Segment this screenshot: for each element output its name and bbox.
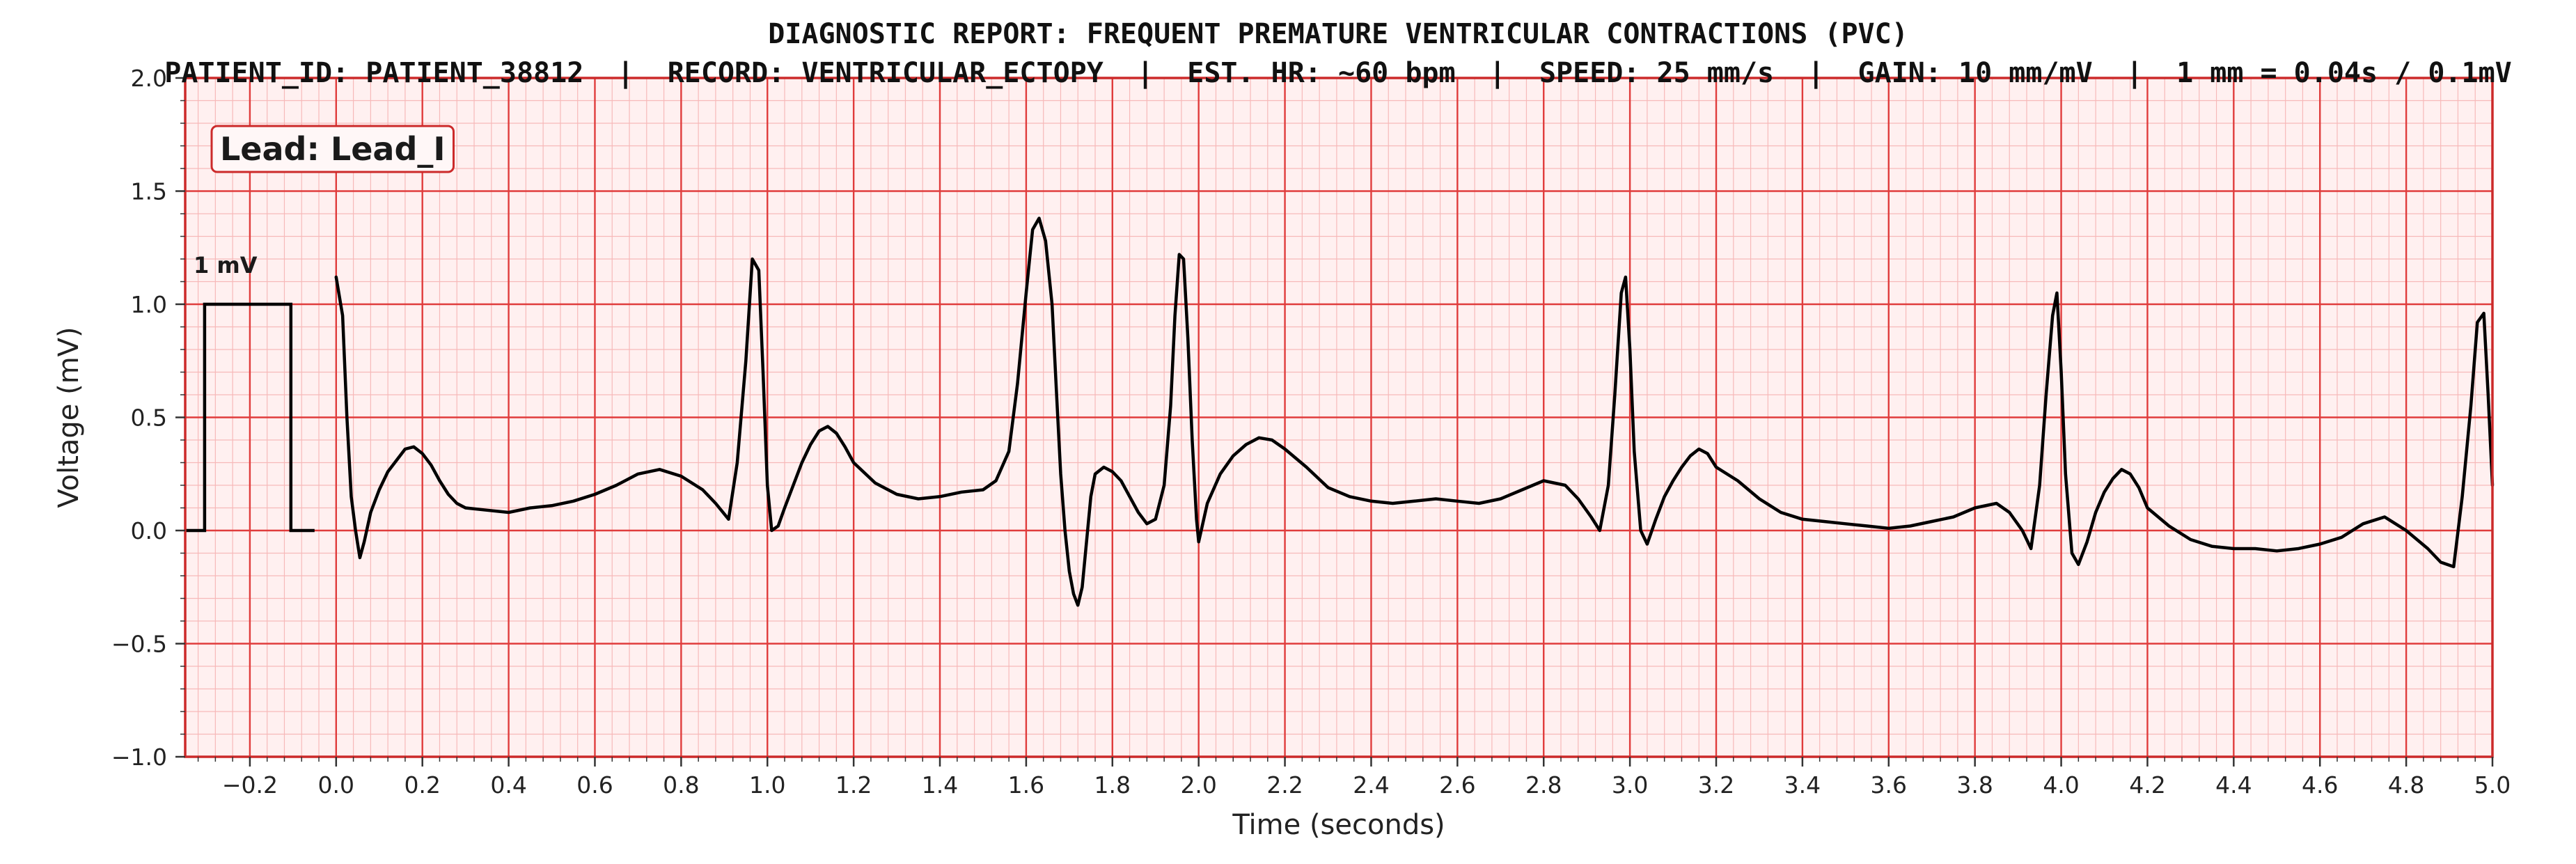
x-tick-label: 2.4 [1353, 771, 1389, 799]
x-tick-label: 2.0 [1180, 771, 1216, 799]
x-tick-label: 3.0 [1612, 771, 1648, 799]
x-tick-label: 0.6 [576, 771, 613, 799]
x-tick-label: 3.6 [1871, 771, 1907, 799]
x-tick-label: 3.8 [1956, 771, 1993, 799]
ecg-trace-line [334, 217, 2495, 607]
y-axis-label: Voltage (mV) [53, 327, 85, 508]
lead-label: Lead: Lead_I [220, 130, 445, 168]
ecg-trace-group [334, 217, 2495, 607]
chart-subtitle: PATIENT_ID: PATIENT_38812 | RECORD: VENT… [164, 57, 2511, 90]
y-tick-label: −0.5 [111, 631, 167, 658]
lead-label-frame [210, 125, 455, 173]
x-tick-label: 1.0 [749, 771, 785, 799]
x-tick-label: 4.4 [2215, 771, 2252, 799]
y-tick-label: 2.0 [131, 65, 167, 92]
calibration-pulse-group: 1 mV [185, 252, 315, 533]
x-tick-label: 1.2 [835, 771, 872, 799]
x-tick-label: 4.2 [2129, 771, 2165, 799]
x-tick-label: 3.4 [1784, 771, 1821, 799]
x-tick-label: 1.4 [922, 771, 958, 799]
x-tick-label: 2.2 [1266, 771, 1303, 799]
x-tick-label: 0.8 [663, 771, 699, 799]
x-tick-label: −0.2 [222, 771, 278, 799]
x-tick-label: 5.0 [2474, 771, 2511, 799]
chart-title: DIAGNOSTIC REPORT: FREQUENT PREMATURE VE… [768, 18, 1908, 50]
axis-ticks: −0.2 0.0 0.2 0.4 0.6 0.8 1.0 1.2 1.4 1.6 1.8 2.0 2.2… [111, 65, 2511, 799]
calibration-label: 1 mV [194, 252, 258, 278]
y-tick-label: 1.0 [131, 291, 167, 318]
y-tick-label: 0.0 [131, 517, 167, 544]
x-tick-label: 4.6 [2302, 771, 2338, 799]
x-tick-label: 0.2 [404, 771, 440, 799]
x-tick-label: 4.0 [2043, 771, 2079, 799]
x-tick-label: 1.6 [1008, 771, 1044, 799]
x-tick-label: 3.2 [1698, 771, 1734, 799]
y-tick-label: 1.5 [131, 178, 167, 205]
x-tick-label: 4.8 [2388, 771, 2424, 799]
y-tick-label: −1.0 [111, 744, 167, 771]
lead-label-box: Lead: Lead_I [210, 125, 455, 173]
calibration-pulse [185, 302, 315, 533]
y-tick-label: 0.5 [131, 404, 167, 432]
x-tick-label: 1.8 [1094, 771, 1131, 799]
x-tick-label: 0.4 [490, 771, 526, 799]
x-tick-label: 2.6 [1439, 771, 1475, 799]
x-tick-label: 2.8 [1525, 771, 1562, 799]
x-axis-label: Time (seconds) [1232, 809, 1445, 841]
x-tick-label: 0.0 [318, 771, 354, 799]
